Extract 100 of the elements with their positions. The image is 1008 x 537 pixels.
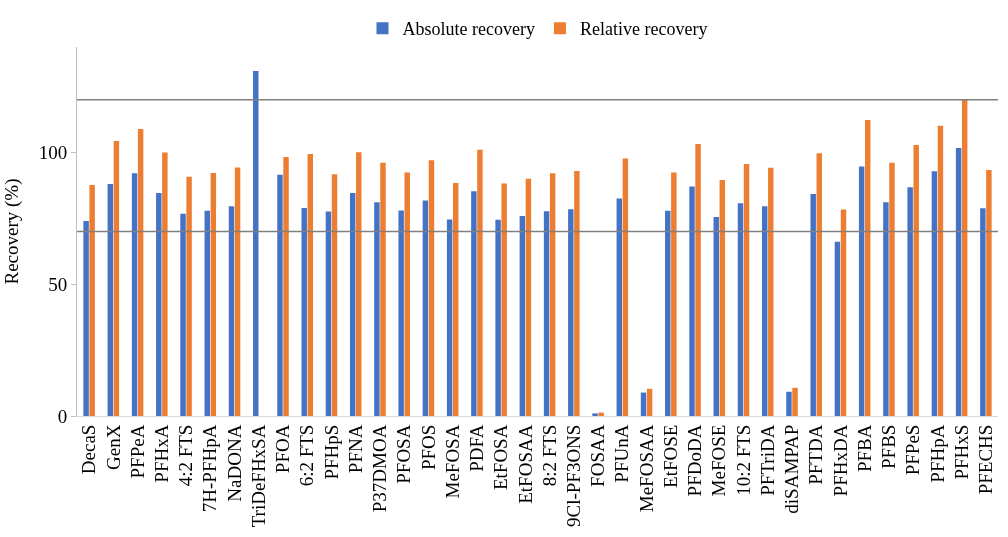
x-tick-label: PFTDA — [805, 424, 827, 485]
bar — [689, 186, 695, 416]
x-tick-label: PFOA — [272, 424, 294, 474]
bar — [307, 154, 314, 416]
x-tick-label: PFBS — [878, 424, 900, 469]
bar — [331, 174, 338, 416]
bar — [761, 206, 768, 416]
bar — [301, 208, 307, 416]
bar — [380, 162, 386, 416]
bar — [743, 164, 750, 416]
bar — [889, 162, 895, 416]
x-tick-label: PFHpA — [926, 424, 948, 483]
bar — [325, 211, 332, 416]
y-tick-label: 0 — [57, 405, 68, 427]
bar — [792, 387, 798, 416]
x-tick-label: NaDONA — [223, 424, 245, 502]
x-tick-label: DecaS — [78, 424, 100, 475]
x-tick-label: PDFA — [466, 424, 488, 472]
x-tick-label: TriDeFHxSA — [247, 424, 269, 528]
x-tick-label: EtFOSAA — [514, 424, 536, 504]
bar — [422, 200, 429, 416]
y-tick-label: 50 — [48, 273, 68, 295]
bar — [89, 185, 95, 416]
bar — [374, 202, 380, 416]
x-tick-label: 10:2 FTS — [732, 424, 754, 496]
bar — [913, 145, 919, 416]
x-tick-label: P37DMOA — [369, 424, 391, 513]
bar — [228, 206, 235, 416]
bar — [574, 170, 580, 416]
bar — [592, 413, 598, 416]
bar — [810, 194, 816, 416]
x-tick-label: PFOSA — [393, 424, 415, 484]
bar — [986, 170, 992, 416]
y-axis-title: Recovery (%) — [0, 178, 23, 285]
x-tick-label: diSAMPAP — [781, 424, 803, 514]
x-tick-label: PFHxS — [950, 424, 972, 480]
bar — [937, 125, 944, 416]
bar — [834, 241, 841, 416]
x-tick-label: PFUnA — [611, 424, 633, 483]
bar — [253, 70, 259, 416]
x-tick-label: 4:2 FTS — [175, 424, 197, 487]
bar — [428, 160, 435, 416]
x-tick-label: 9Cl-PF3ONS — [563, 424, 585, 528]
bar — [204, 210, 210, 416]
x-tick-label: PFECHS — [975, 424, 997, 495]
bar — [186, 176, 192, 416]
bar — [404, 172, 410, 416]
bar — [180, 213, 186, 416]
bar — [816, 153, 822, 416]
bar — [162, 152, 168, 416]
x-tick-label: GenX — [102, 424, 124, 470]
bar — [210, 172, 217, 416]
bar — [737, 203, 744, 416]
x-tick-label: PFOS — [417, 424, 439, 471]
bar — [955, 147, 962, 416]
x-tick-label: PFHxA — [151, 424, 173, 483]
bar — [713, 217, 719, 416]
bar — [640, 392, 647, 416]
bar — [283, 156, 289, 416]
bar — [616, 198, 623, 416]
x-tick-label: PFHxDA — [829, 424, 851, 497]
bar — [961, 99, 968, 416]
bar — [446, 219, 453, 416]
bar — [719, 180, 726, 416]
bar — [665, 210, 671, 416]
x-tick-label: PFPeA — [126, 424, 148, 479]
bar — [622, 158, 629, 416]
bar — [156, 193, 162, 416]
bar — [525, 178, 532, 416]
x-tick-label: MeFOSA — [441, 424, 463, 499]
bar — [356, 152, 362, 416]
bar — [786, 391, 792, 416]
bar — [980, 208, 986, 416]
bar — [398, 210, 404, 416]
x-tick-label: FOSAA — [587, 424, 609, 487]
bar — [865, 120, 871, 416]
bar — [113, 141, 120, 416]
x-tick-label: PFHpS — [320, 424, 342, 480]
bar — [277, 174, 283, 416]
bar — [234, 167, 241, 416]
bar — [519, 215, 526, 416]
bar — [495, 219, 501, 416]
x-tick-label: PFBA — [853, 424, 875, 473]
bar — [452, 183, 459, 416]
bar — [137, 128, 144, 416]
x-tick-label: PFDoDA — [684, 424, 706, 497]
bar — [883, 202, 889, 416]
legend-label: Relative recovery — [579, 19, 708, 40]
x-tick-label: 7H-PFHpA — [199, 424, 221, 513]
x-tick-label: PFNA — [344, 424, 366, 474]
bar — [907, 187, 913, 416]
x-tick-label: 6:2 FTS — [296, 424, 318, 487]
bar — [549, 173, 556, 416]
x-tick-label: 8:2 FTS — [538, 424, 560, 487]
y-tick-label: 100 — [38, 142, 68, 164]
bar — [646, 388, 653, 416]
bar — [858, 166, 865, 416]
bar — [349, 193, 356, 416]
bar — [477, 149, 483, 416]
bar — [840, 209, 847, 416]
